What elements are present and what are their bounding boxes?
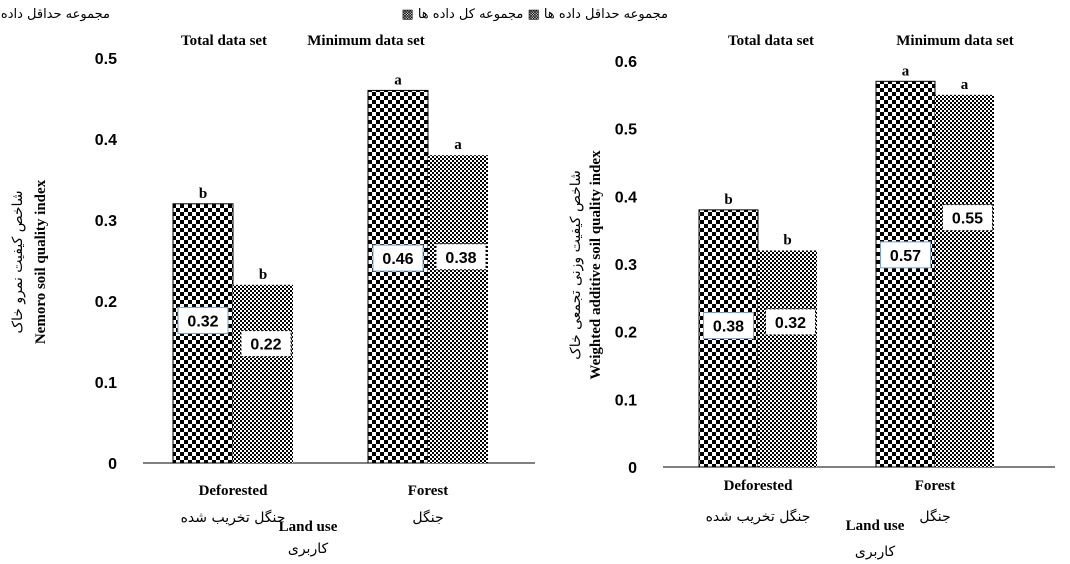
value-label-box [703,312,754,340]
y-tick-label: 0.3 [615,257,637,274]
y-tick-label: 0.6 [615,54,637,71]
bar-minimum [233,284,293,463]
x-axis-label: Land use [846,518,905,534]
value-label: 0.57 [890,248,921,265]
y-tick-label: 0.1 [615,392,637,409]
value-label-box [880,241,931,269]
value-label-box [765,308,816,336]
bar-minimum [758,250,817,467]
x-axis-label-fa: کاربری [288,541,329,557]
y-tick-label: 0.2 [95,294,117,311]
y-tick-label: 0.3 [95,213,117,230]
bar-minimum [428,155,488,463]
category-label-fa: جنگل [919,508,950,525]
y-tick-label: 0.2 [615,325,637,342]
category-label-fa: جنگل تخریب شده [706,508,811,525]
y-tick-label: 0 [628,460,637,477]
value-label: 0.32 [187,313,218,330]
category-label: Deforested [199,483,269,499]
value-label-box [240,330,292,358]
legend-entry: Total data set [728,33,814,49]
category-label: Forest [408,483,449,499]
significance-letter: a [454,137,462,153]
y-tick-label: 0.4 [615,189,637,206]
category-label-fa: جنگل تخریب شده [181,509,286,526]
value-label: 0.32 [775,315,806,332]
x-axis-label-fa: کاربری [855,544,896,560]
y-axis-label-fa: شاخص کیفیت نمرو خاک [10,190,26,333]
y-axis-label: Weighted additive soil quality index [588,150,604,380]
value-label: 0.38 [713,319,744,336]
legend-entry: Minimum data set [896,33,1014,49]
value-label: 0.46 [382,251,413,268]
significance-letter: b [199,186,207,202]
significance-letter: a [902,63,910,79]
significance-letter: b [724,192,732,208]
y-tick-label: 0.1 [95,375,117,392]
y-tick-label: 0.4 [95,132,117,149]
significance-letter: b [259,267,267,283]
y-tick-label: 0.5 [615,122,637,139]
y-axis-label: Nemoro soil quality index [33,179,49,344]
significance-letter: a [961,77,969,93]
category-label: Deforested [724,478,794,494]
category-label: Forest [915,478,956,494]
value-label: 0.22 [250,337,281,354]
y-axis-label-fa: شاخص کیفیت وزنی تجمعی خاک [568,170,584,360]
value-label: 0.55 [952,211,983,228]
value-label: 0.38 [445,250,476,267]
legend-entry: Total data set [181,33,267,49]
bar-minimum [935,94,994,467]
y-tick-label: 0 [108,456,117,473]
nemoro-chart: 0 0.1 0.2 0.3 0.4 0.5 b a b a 0.32 0.46 0.22 0.38 مجمو… [0,7,535,557]
legend-entry: Minimum data set [307,33,425,49]
significance-letter: b [783,232,791,248]
x-axis-label: Land use [279,519,338,535]
category-label-fa: جنگل [412,509,443,526]
value-label-box [942,204,993,232]
value-label-box [435,243,487,271]
legend-fa: مجموعه حداقل داده ها ▩ مجموعه کل داده ها… [0,7,110,22]
significance-letter: a [394,72,402,88]
value-label-box [177,306,229,334]
bar-total [367,89,429,464]
weighted-chart: 0 0.1 0.2 0.3 0.4 0.5 0.6 b a b a 0.38 0.57 0.32 0.55 م… [401,7,1055,560]
y-tick-label: 0.5 [95,51,117,68]
bar-total [875,80,936,468]
legend-fa: مجموعه حداقل داده ها ▩ مجموعه کل داده ها… [401,7,668,22]
value-label-box [372,244,424,272]
